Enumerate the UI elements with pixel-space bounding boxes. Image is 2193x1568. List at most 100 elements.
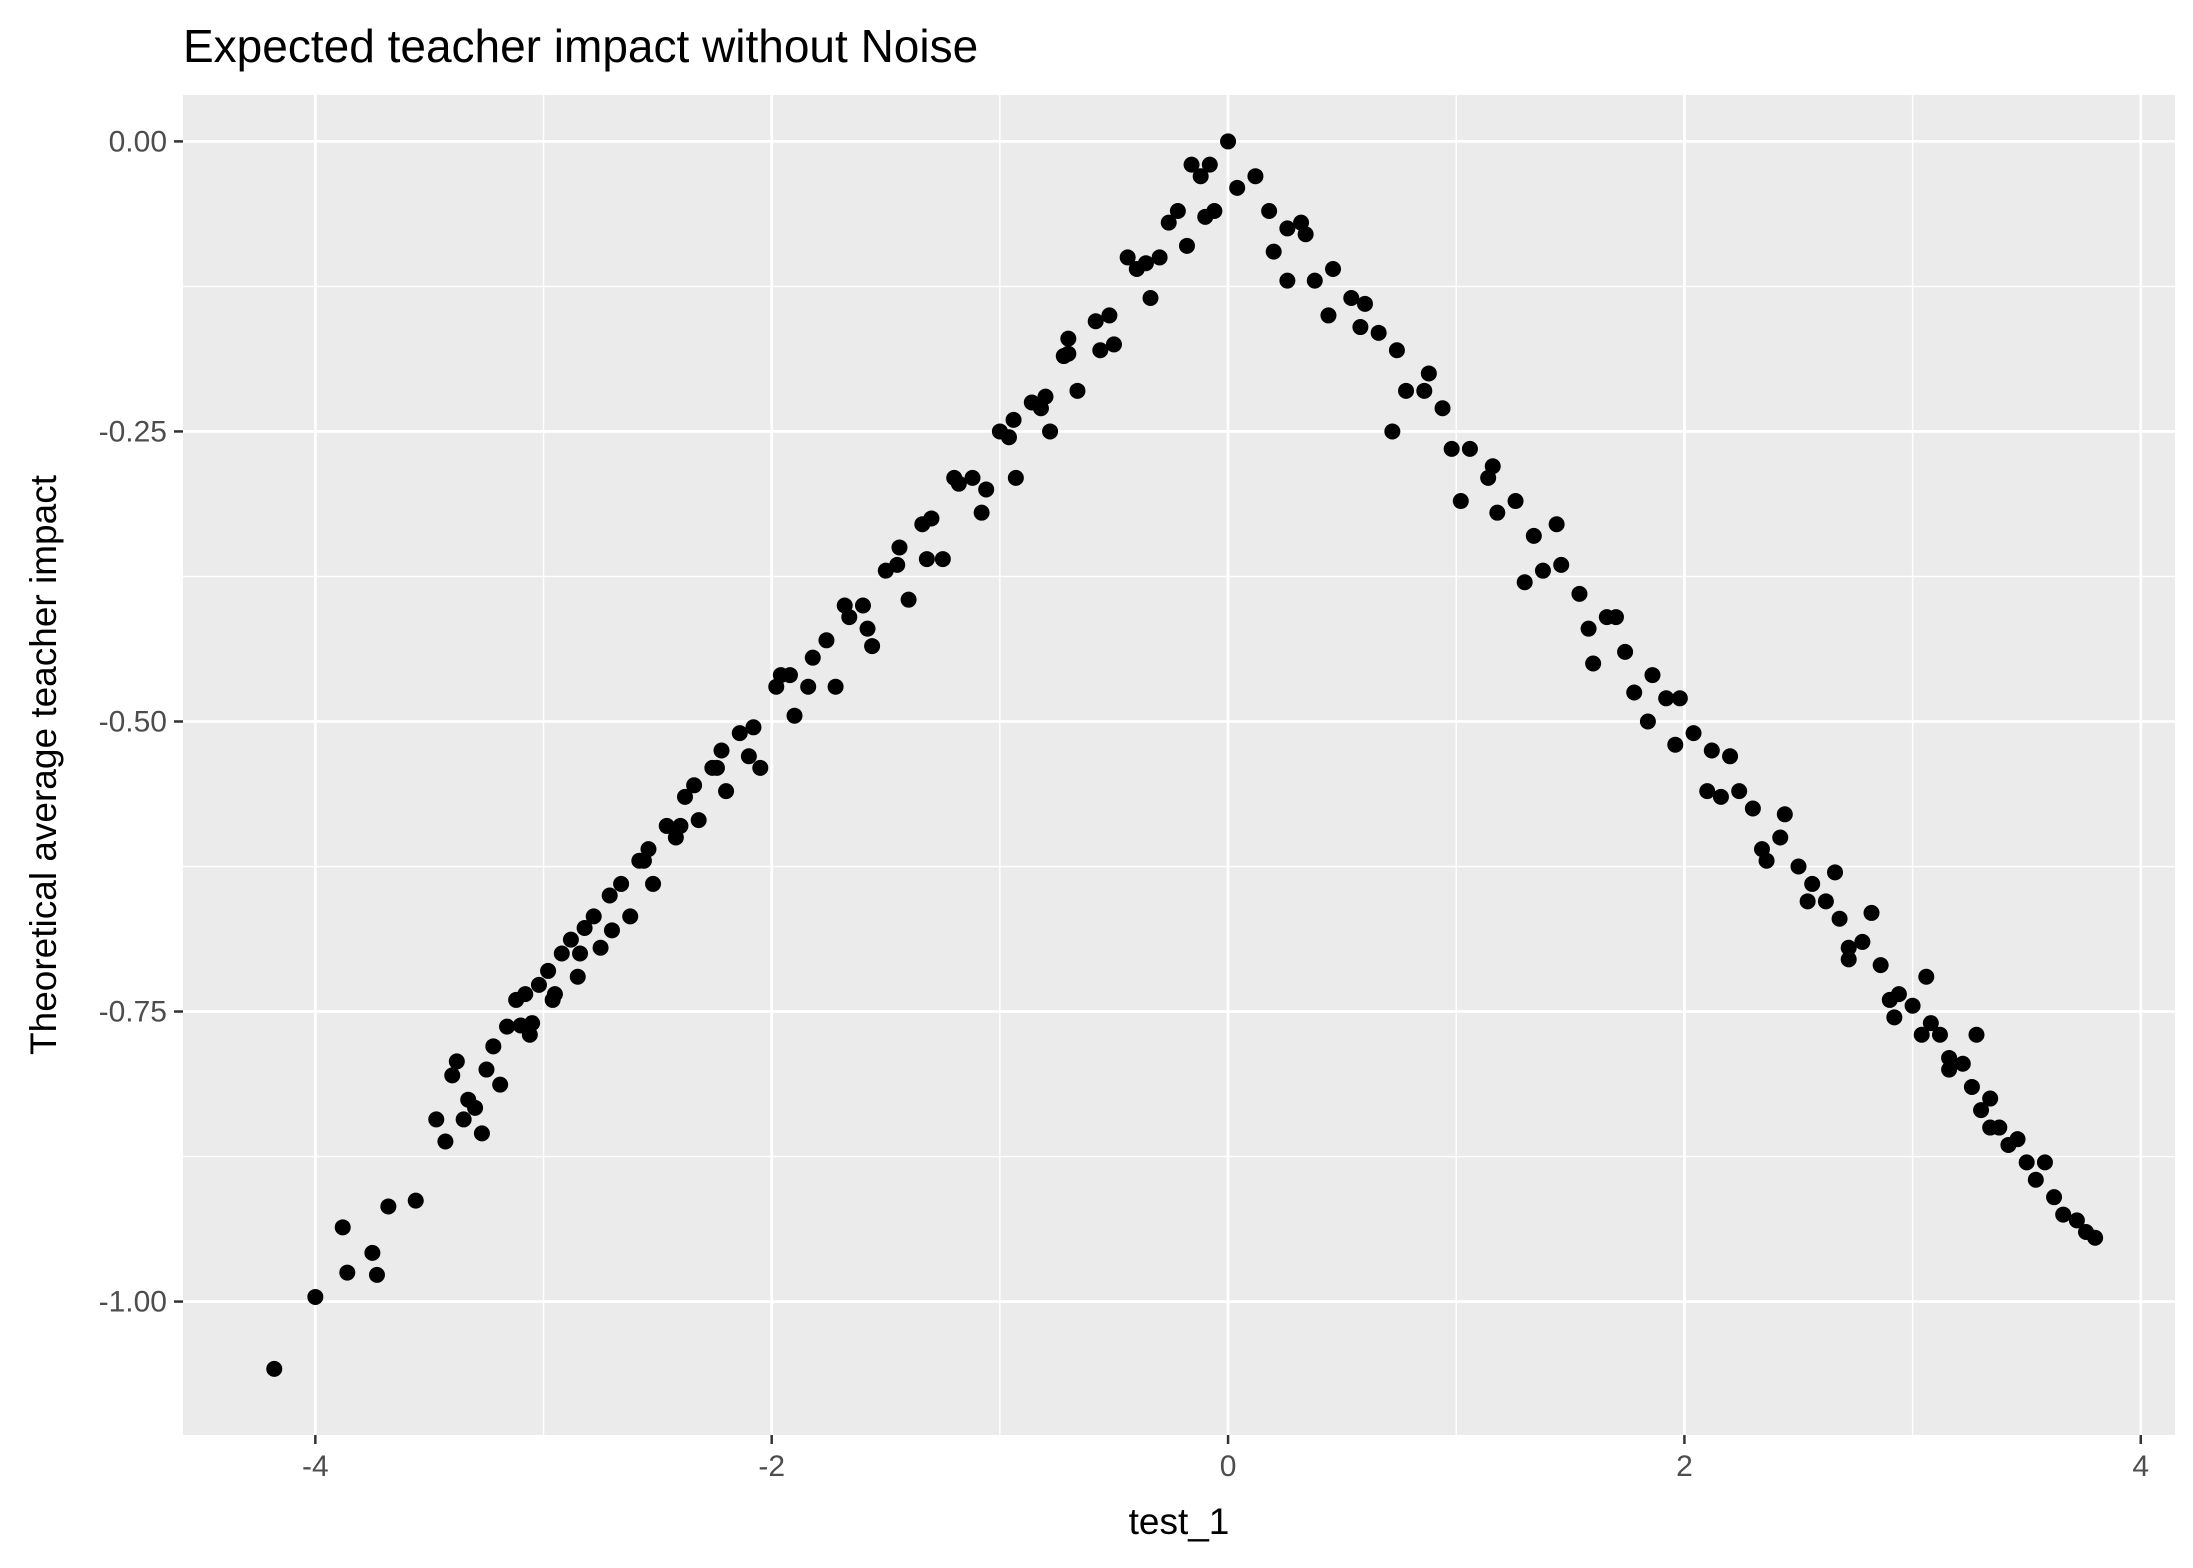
data-point [772,667,789,684]
data-point [1416,382,1433,399]
data-point [1005,411,1022,428]
data-point [2018,1154,2035,1171]
data-point [690,812,707,829]
y-tick-label: -0.75 [99,996,167,1029]
data-point [499,1018,516,1035]
data-point [1799,893,1816,910]
data-point [1817,893,1834,910]
data-point [478,1061,495,1078]
data-point [1863,904,1880,921]
data-point [1261,203,1278,220]
data-point [1352,319,1369,336]
data-point [1119,249,1136,266]
data-point [1306,272,1323,289]
data-point [1571,585,1588,602]
data-point [2036,1154,2053,1171]
data-point [1484,458,1501,475]
data-point [1001,429,1018,446]
data-point [1548,516,1565,533]
data-point [1790,858,1807,875]
data-point [1854,933,1871,950]
data-point [544,991,561,1008]
data-point [1279,272,1296,289]
data-point [973,504,990,521]
y-tick-label: -0.25 [99,415,167,448]
data-point [1461,440,1478,457]
data-point [731,725,748,742]
data-point [635,852,652,869]
data-point [1265,243,1282,260]
data-point [900,591,917,608]
data-point [1685,725,1702,742]
data-point [2087,1229,2104,1246]
data-point [1279,220,1296,237]
y-tick-label: 0.00 [109,125,167,158]
data-point [1384,423,1401,440]
data-point [1042,423,1059,440]
data-point [1886,1009,1903,1026]
data-point [1585,655,1602,672]
data-point [448,1053,465,1070]
data-point [1151,249,1168,266]
data-point [562,931,579,948]
data-points [266,133,2104,1377]
data-point [1840,951,1857,968]
data-point [1507,493,1524,510]
data-point [437,1133,454,1150]
data-point [1452,493,1469,510]
data-point [1105,336,1122,353]
data-point [1534,562,1551,579]
data-point [307,1288,324,1305]
data-point [827,678,844,695]
data-point [1220,133,1237,150]
data-point [818,632,835,649]
data-point [364,1244,381,1261]
data-point [658,817,675,834]
x-axis-label: test_1 [1129,1501,1230,1542]
data-point [428,1111,445,1128]
data-point [1443,440,1460,457]
data-point [1293,214,1310,231]
x-axis-ticks: -4 -2 0 2 4 [302,1435,2149,1483]
data-point [1617,643,1634,660]
data-point [978,481,995,498]
data-point [368,1266,385,1283]
data-point [918,551,935,568]
data-point [266,1360,283,1377]
data-point [1913,1026,1930,1043]
data-point [1356,295,1373,312]
data-point [1343,290,1360,307]
data-point [576,920,593,937]
data-point [800,678,817,695]
data-point [1918,968,1935,985]
data-point [804,649,821,666]
data-point [1142,290,1159,307]
data-point [1667,736,1684,753]
data-point [1060,345,1077,362]
data-point [1580,620,1597,637]
data-point [1804,875,1821,892]
data-point [1731,783,1748,800]
x-tick-label: 4 [2132,1450,2149,1483]
y-tick-label: -0.50 [99,705,167,738]
data-point [1658,690,1675,707]
data-point [859,620,876,637]
data-point [2068,1212,2085,1229]
data-point [854,597,871,614]
data-point [485,1038,502,1055]
data-point [1320,307,1337,324]
data-point [1169,203,1186,220]
data-point [1722,748,1739,765]
data-point [339,1264,356,1281]
data-point [708,759,725,776]
data-point [540,962,557,979]
data-point [645,875,662,892]
data-point [1206,203,1223,220]
y-tick-label: -1.00 [99,1286,167,1319]
data-point [1101,307,1118,324]
data-point [889,556,906,573]
data-point [592,939,609,956]
data-point [1060,330,1077,347]
data-point [1007,469,1024,486]
data-point [1644,667,1661,684]
